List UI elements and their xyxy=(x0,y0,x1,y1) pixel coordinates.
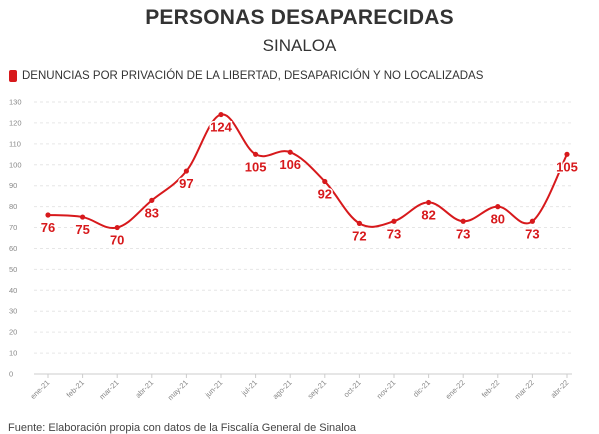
x-tick-label: mar-21 xyxy=(97,378,120,401)
y-tick-label: 90 xyxy=(9,181,17,190)
data-point xyxy=(114,224,120,231)
data-label: 106 xyxy=(279,157,301,172)
chart-subtitle: SINALOA xyxy=(262,36,337,55)
x-tick-label: feb-21 xyxy=(65,378,86,399)
legend-swatch xyxy=(9,70,17,82)
x-tick-label: sep-21 xyxy=(306,378,329,401)
data-point xyxy=(80,214,86,220)
y-tick-label: 120 xyxy=(9,118,22,127)
data-label: 82 xyxy=(421,207,435,222)
data-label: 75 xyxy=(75,222,89,237)
data-label: 97 xyxy=(179,176,193,191)
source-note: Fuente: Elaboración propia con datos de … xyxy=(8,422,356,434)
axis-layer: 0 10 20 30 40 50 60 70 80 90 100 110 120 130 ene-21 feb… xyxy=(9,98,570,403)
data-point xyxy=(45,212,51,218)
data-label: 73 xyxy=(525,226,539,241)
legend-label: DENUNCIAS POR PRIVACIÓN DE LA LIBERTAD, … xyxy=(22,70,484,82)
data-point xyxy=(322,178,328,185)
y-tick-label: 60 xyxy=(9,244,17,253)
y-tick-label: 40 xyxy=(9,286,17,295)
data-label: 70 xyxy=(110,233,124,248)
data-label: 92 xyxy=(318,187,332,202)
chart-legend: DENUNCIAS POR PRIVACIÓN DE LA LIBERTAD, … xyxy=(9,70,483,82)
x-tick-label: may-21 xyxy=(166,378,190,402)
data-label: 73 xyxy=(456,226,470,241)
y-tick-label: 70 xyxy=(9,223,17,232)
x-tick-label: ene-21 xyxy=(29,378,52,401)
data-label: 124 xyxy=(210,120,232,135)
data-point xyxy=(183,168,189,174)
data-point xyxy=(391,218,397,224)
grid-layer xyxy=(34,101,572,375)
data-point xyxy=(149,197,155,203)
x-tick-label: mar-22 xyxy=(513,378,536,401)
data-point xyxy=(253,151,259,157)
data-label: 105 xyxy=(556,159,578,174)
data-label: 76 xyxy=(41,220,55,235)
series-line xyxy=(47,113,568,230)
points-layer xyxy=(45,111,570,231)
data-label: 105 xyxy=(245,159,267,174)
y-tick-label: 20 xyxy=(9,328,17,337)
data-label: 72 xyxy=(352,228,366,243)
data-point xyxy=(356,220,362,226)
data-label: 73 xyxy=(387,226,401,241)
x-tick-label: feb-22 xyxy=(480,378,501,399)
data-point xyxy=(460,218,466,224)
y-tick-label: 100 xyxy=(9,160,22,169)
y-tick-label: 0 xyxy=(9,370,13,379)
x-tick-label: oct-21 xyxy=(342,378,363,399)
data-point xyxy=(218,111,224,118)
data-point xyxy=(564,151,570,157)
x-tick-label: jun-21 xyxy=(203,378,225,400)
chart-title: PERSONAS DESAPARECIDAS xyxy=(145,6,454,29)
data-point xyxy=(529,218,536,224)
data-label: 80 xyxy=(491,212,505,227)
data-point xyxy=(287,149,293,155)
y-tick-label: 110 xyxy=(9,139,21,148)
x-tick-label: abr-21 xyxy=(134,378,156,400)
y-tick-label: 80 xyxy=(9,202,17,211)
data-point xyxy=(426,199,432,206)
x-tick-label: ene-22 xyxy=(444,378,467,401)
labels-layer: 76 75 70 83 97 124 105 106 92 72 73 82 73 80 73 105 xyxy=(39,118,579,249)
y-tick-label: 10 xyxy=(9,349,17,358)
x-tick-label: nov-21 xyxy=(375,378,398,401)
x-tick-label: dic-21 xyxy=(411,378,432,399)
y-tick-label: 30 xyxy=(9,307,17,316)
x-tick-label: jul-21 xyxy=(239,378,259,398)
x-tick-label: abr-22 xyxy=(549,378,571,400)
data-point xyxy=(495,204,501,210)
y-tick-label: 130 xyxy=(9,98,22,107)
x-tick-label: ago-21 xyxy=(271,378,294,401)
y-tick-label: 50 xyxy=(9,265,17,274)
data-label: 83 xyxy=(145,205,159,220)
